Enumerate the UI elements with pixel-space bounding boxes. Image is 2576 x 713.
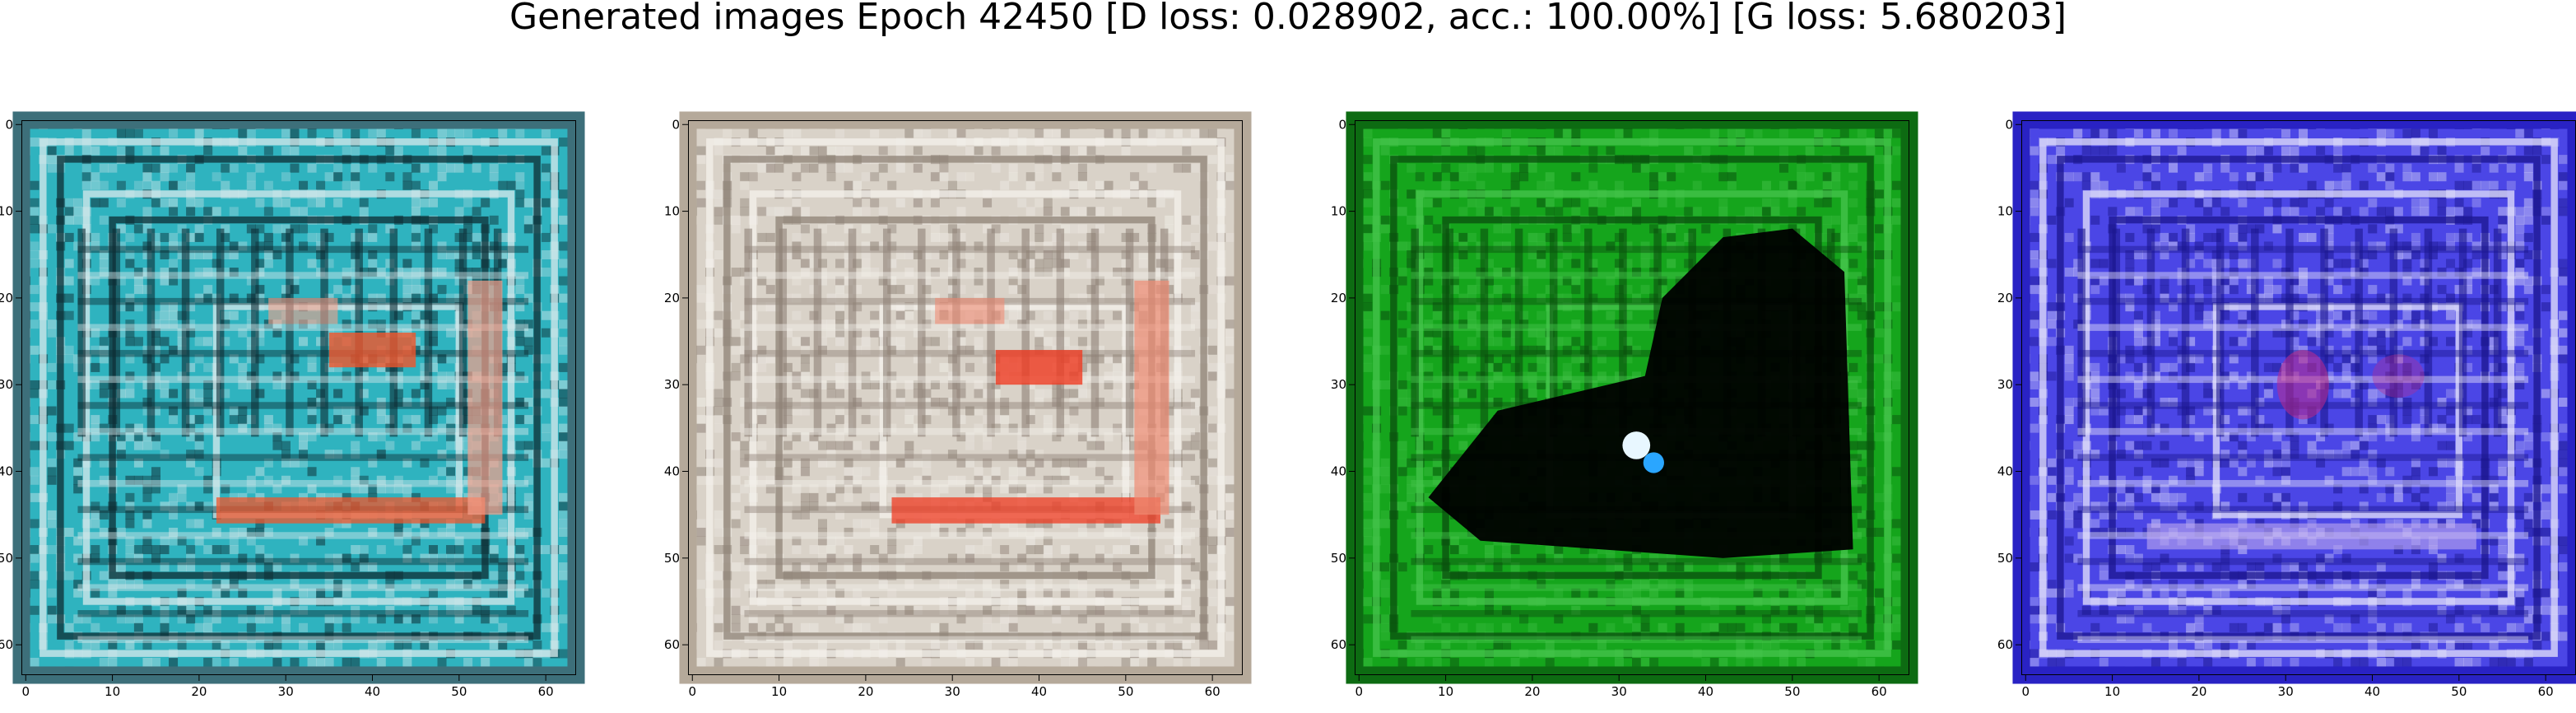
y-tick-label: 10	[664, 204, 680, 219]
bright-spot-2	[1644, 452, 1664, 473]
x-tick-label: 10	[1438, 684, 1453, 699]
y-tick-label: 50	[664, 551, 680, 566]
x-tick-label: 40	[365, 684, 380, 699]
y-tick-label: 50	[1331, 551, 1346, 566]
x-tick-label: 60	[538, 684, 554, 699]
y-tick-label: 0	[5, 117, 13, 132]
y-tick-label: 20	[1331, 291, 1346, 305]
x-tick-label: 50	[2451, 684, 2467, 699]
x-tick-label: 0	[1355, 684, 1363, 699]
x-tick-label: 40	[1031, 684, 1047, 699]
generated-image	[688, 120, 1244, 676]
x-tick-label: 60	[2538, 684, 2554, 699]
y-tick-label: 0	[672, 117, 680, 132]
bright-spot	[1622, 431, 1650, 459]
y-tick-label: 40	[1997, 464, 2013, 479]
y-tick-label: 50	[0, 551, 13, 566]
y-tick-label: 40	[0, 464, 13, 479]
generated-image	[21, 120, 577, 676]
y-tick-label: 10	[0, 204, 13, 219]
y-tick-label: 30	[0, 377, 13, 392]
x-tick-label: 50	[1118, 684, 1133, 699]
x-tick-label: 0	[2021, 684, 2030, 699]
y-tick-label: 20	[664, 291, 680, 305]
y-tick-label: 0	[2005, 117, 2013, 132]
y-tick-label: 20	[0, 291, 13, 305]
y-tick-label: 30	[1331, 377, 1346, 392]
y-tick-label: 10	[1331, 204, 1346, 219]
x-tick-label: 10	[771, 684, 787, 699]
y-tick-label: 30	[1997, 377, 2013, 392]
x-tick-label: 40	[1698, 684, 1713, 699]
y-tick-label: 40	[664, 464, 680, 479]
x-tick-label: 30	[1611, 684, 1627, 699]
x-tick-label: 30	[278, 684, 294, 699]
figure-title: Generated images Epoch 42450 [D loss: 0.…	[0, 0, 2576, 49]
x-tick-label: 60	[1205, 684, 1221, 699]
y-tick-label: 60	[1997, 637, 2013, 652]
x-tick-label: 10	[105, 684, 120, 699]
y-tick-label: 60	[664, 637, 680, 652]
x-tick-label: 20	[1524, 684, 1540, 699]
y-tick-label: 60	[0, 637, 13, 652]
x-tick-label: 30	[945, 684, 960, 699]
x-tick-label: 40	[2364, 684, 2380, 699]
y-tick-label: 20	[1997, 291, 2013, 305]
y-tick-label: 50	[1997, 551, 2013, 566]
x-tick-label: 20	[2191, 684, 2206, 699]
y-tick-label: 0	[1338, 117, 1346, 132]
x-tick-label: 60	[1872, 684, 1887, 699]
x-tick-label: 50	[1784, 684, 1800, 699]
y-tick-label: 10	[1997, 204, 2013, 219]
generated-image	[2021, 120, 2576, 676]
x-tick-label: 30	[2278, 684, 2294, 699]
x-tick-label: 50	[451, 684, 467, 699]
y-tick-label: 30	[664, 377, 680, 392]
x-tick-label: 0	[688, 684, 696, 699]
y-tick-label: 40	[1331, 464, 1346, 479]
x-tick-label: 20	[191, 684, 207, 699]
x-tick-label: 10	[2104, 684, 2120, 699]
x-tick-label: 0	[21, 684, 30, 699]
y-tick-label: 60	[1331, 637, 1346, 652]
x-tick-label: 20	[858, 684, 873, 699]
generated-image	[1355, 120, 1910, 676]
